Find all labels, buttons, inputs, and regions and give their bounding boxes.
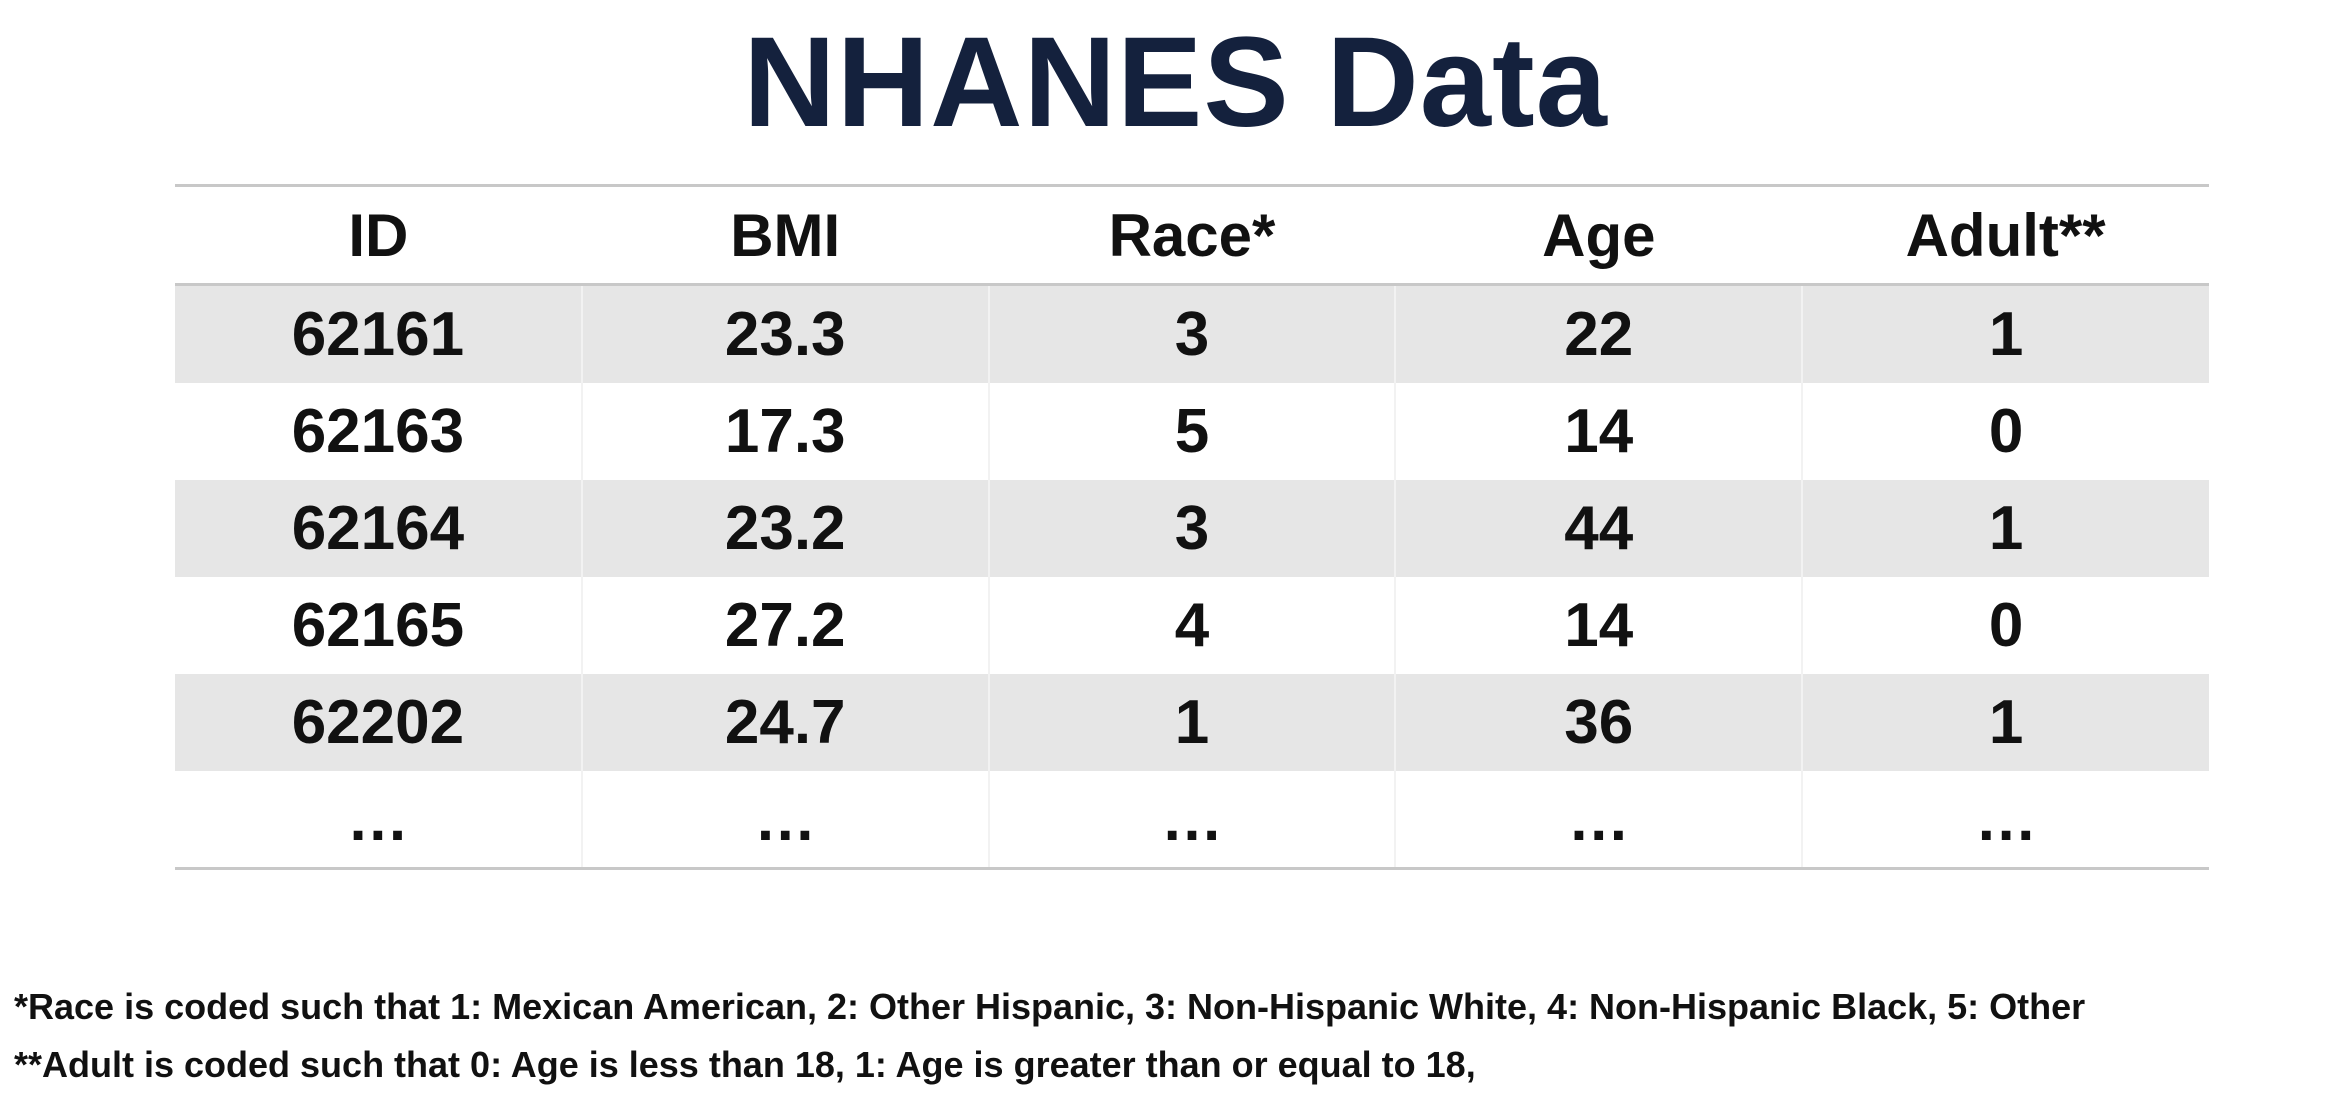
cell-bmi: 27.2 [580,577,989,674]
cell-ellipsis: … [580,771,989,869]
cell-id: 62163 [291,397,465,466]
cell-race: 3 [987,284,1396,383]
data-table-container: ID BMI Race* Age Adult** 62161 23.3 3 22… [175,184,2209,870]
table-header-row: ID BMI Race* Age Adult** [175,185,2209,285]
header-age: Age [1542,201,1656,269]
cell-id: 62164 [175,480,582,577]
footnote-race: *Race is coded such that 1: Mexican Amer… [14,986,2086,1027]
cell-adult: 1 [1801,674,2209,771]
table-row: 62161 23.3 3 22 1 [175,284,2209,383]
footnote-adult: **Adult is coded such that 0: Age is les… [14,1044,1476,1085]
table-row: 62165 27.2 4 14 0 [175,577,2209,674]
cell-ellipsis: … [346,784,409,854]
table-row: 62202 24.7 1 36 1 [175,674,2209,771]
cell-ellipsis: … [1394,771,1803,869]
cell-age: 14 [1394,577,1803,674]
page-title: NHANES Data [743,11,1608,154]
cell-race: 4 [987,577,1396,674]
cell-ellipsis: … [1801,771,2209,869]
cell-bmi: 23.2 [580,480,989,577]
cell-adult: 1 [1801,284,2209,383]
table-row: 62163 17.3 5 14 0 [175,383,2209,480]
cell-id: 62161 [175,284,582,383]
cell-race: 1 [987,674,1396,771]
cell-adult: 0 [1801,577,2209,674]
table-row-ellipsis: … … … … … [175,771,2209,869]
header-race: Race* [1108,201,1276,269]
header-adult: Adult** [1905,201,2106,269]
header-bmi: BMI [730,201,841,269]
cell-id: 62202 [175,674,582,771]
footnotes: *Race is coded such that 1: Mexican Amer… [14,978,2344,1094]
cell-race: 5 [987,383,1396,480]
table-row: 62164 23.2 3 44 1 [175,480,2209,577]
cell-bmi: 23.3 [580,284,989,383]
cell-adult: 1 [1801,480,2209,577]
cell-age: 14 [1394,383,1803,480]
cell-race: 3 [987,480,1396,577]
header-id: ID [348,201,409,269]
nhanes-table: ID BMI Race* Age Adult** 62161 23.3 3 22… [175,184,2209,870]
cell-age: 22 [1394,284,1803,383]
cell-adult: 0 [1801,383,2209,480]
cell-ellipsis: … [987,771,1396,869]
cell-bmi: 24.7 [580,674,989,771]
cell-id: 62165 [291,591,465,660]
cell-age: 44 [1394,480,1803,577]
cell-age: 36 [1394,674,1803,771]
cell-bmi: 17.3 [580,383,989,480]
